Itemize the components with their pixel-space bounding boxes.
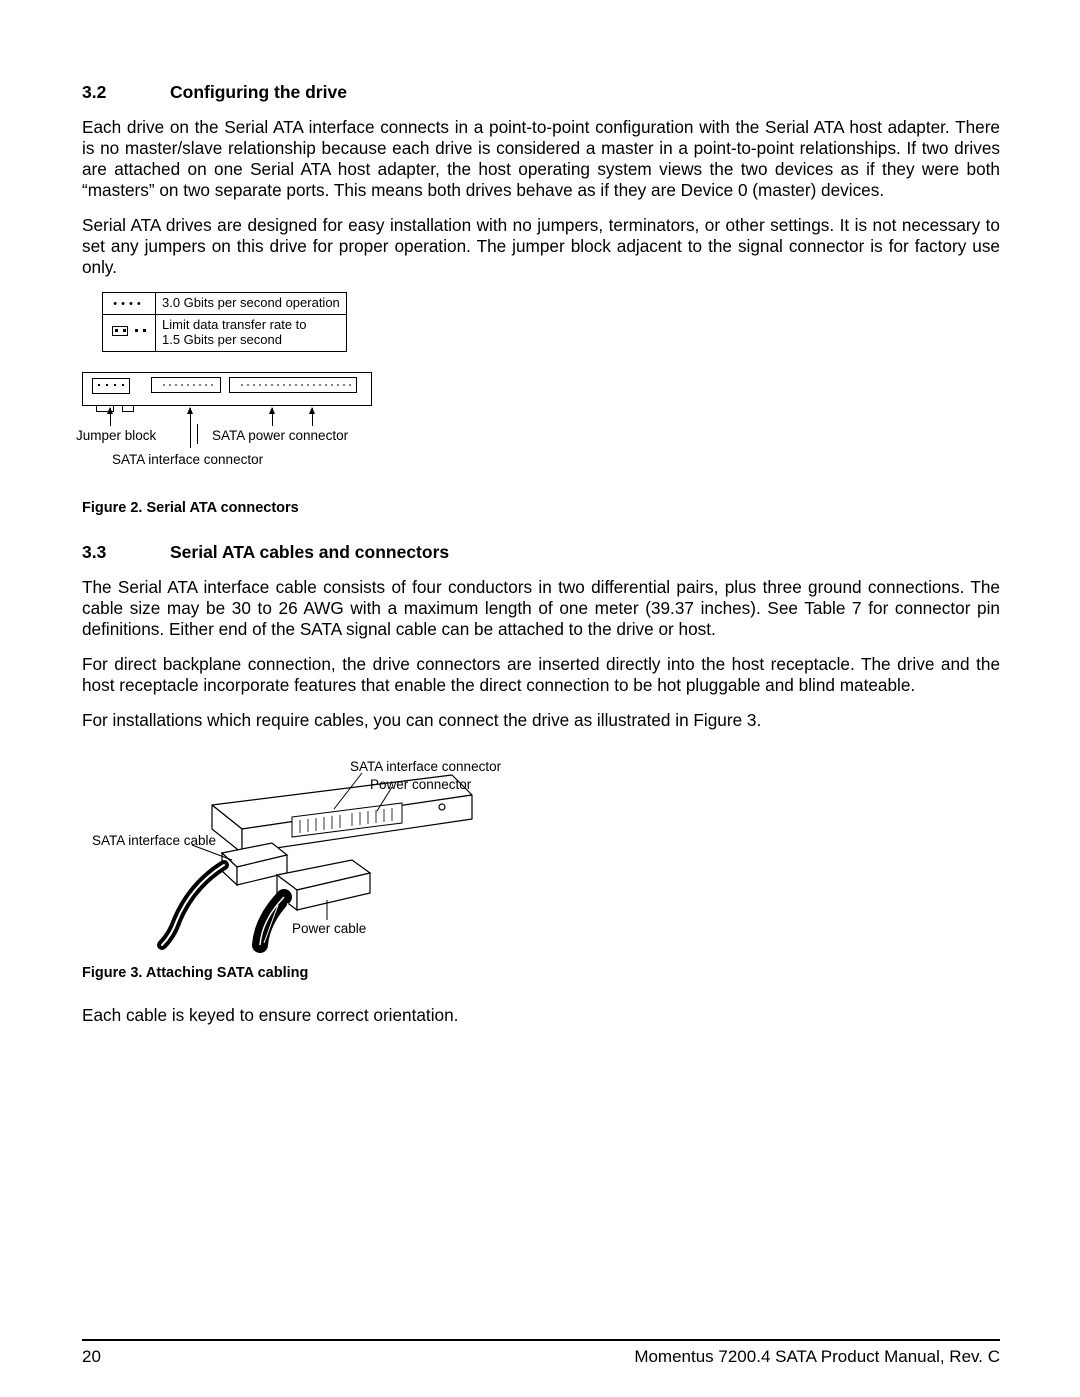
- sata-power-connector-graphic: [236, 377, 357, 393]
- label-power-connector: Power connector: [370, 777, 471, 792]
- jumper-settings-table: •••• 3.0 Gbits per second operation Limi…: [102, 292, 347, 352]
- table-row: Limit data transfer rate to 1.5 Gbits pe…: [103, 314, 347, 351]
- heading-3-3-title: Serial ATA cables and connectors: [170, 542, 449, 562]
- para-3-3-c: For installations which require cables, …: [82, 710, 1000, 731]
- closing-paragraph: Each cable is keyed to ensure correct or…: [82, 1005, 1000, 1026]
- heading-3-2-number: 3.2: [82, 82, 170, 103]
- jumper-block-graphic: [92, 378, 130, 394]
- para-3-3-a: The Serial ATA interface cable consists …: [82, 577, 1000, 640]
- page-number: 20: [82, 1347, 101, 1367]
- heading-3-3: 3.3Serial ATA cables and connectors: [82, 542, 1000, 563]
- label-jumper-block: Jumper block: [76, 428, 156, 443]
- footer-rule: [82, 1339, 1000, 1341]
- heading-3-3-number: 3.3: [82, 542, 170, 563]
- connector-strip: [82, 372, 372, 406]
- arrow-icon: [190, 408, 191, 448]
- para-3-3-b: For direct backplane connection, the dri…: [82, 654, 1000, 696]
- figure-2: •••• 3.0 Gbits per second operation Limi…: [82, 292, 382, 482]
- jumper-icon-no-jumper: ••••: [103, 292, 156, 314]
- page-footer: 20 Momentus 7200.4 SATA Product Manual, …: [82, 1347, 1000, 1367]
- arrow-icon: [110, 408, 111, 426]
- sata-interface-connector-graphic: [158, 377, 221, 393]
- document-title: Momentus 7200.4 SATA Product Manual, Rev…: [634, 1347, 1000, 1367]
- para-3-2-b: Serial ATA drives are designed for easy …: [82, 215, 1000, 278]
- arrow-icon: [272, 408, 273, 426]
- heading-3-2-title: Configuring the drive: [170, 82, 347, 102]
- label-sata-interface: SATA interface connector: [112, 452, 263, 467]
- label-sata-power: SATA power connector: [212, 428, 348, 443]
- figure-2-caption: Figure 2. Serial ATA connectors: [82, 500, 1000, 516]
- para-3-2-a: Each drive on the Serial ATA interface c…: [82, 117, 1000, 201]
- jumper-icon-limit-1-5gb: [103, 314, 156, 351]
- jumper-label-3gb: 3.0 Gbits per second operation: [156, 292, 347, 314]
- jumper-label-1-5gb: Limit data transfer rate to 1.5 Gbits pe…: [156, 314, 347, 351]
- heading-3-2: 3.2Configuring the drive: [82, 82, 1000, 103]
- page: 3.2Configuring the drive Each drive on t…: [0, 0, 1080, 1397]
- figure-3-caption: Figure 3. Attaching SATA cabling: [82, 965, 1000, 981]
- arrow-icon: [312, 408, 313, 426]
- table-row: •••• 3.0 Gbits per second operation: [103, 292, 347, 314]
- label-power-cable: Power cable: [292, 921, 366, 936]
- label-sata-interface-connector: SATA interface connector: [350, 759, 501, 774]
- label-sata-interface-cable: SATA interface cable: [92, 833, 216, 848]
- figure-3: SATA interface connector Power connector…: [102, 745, 502, 955]
